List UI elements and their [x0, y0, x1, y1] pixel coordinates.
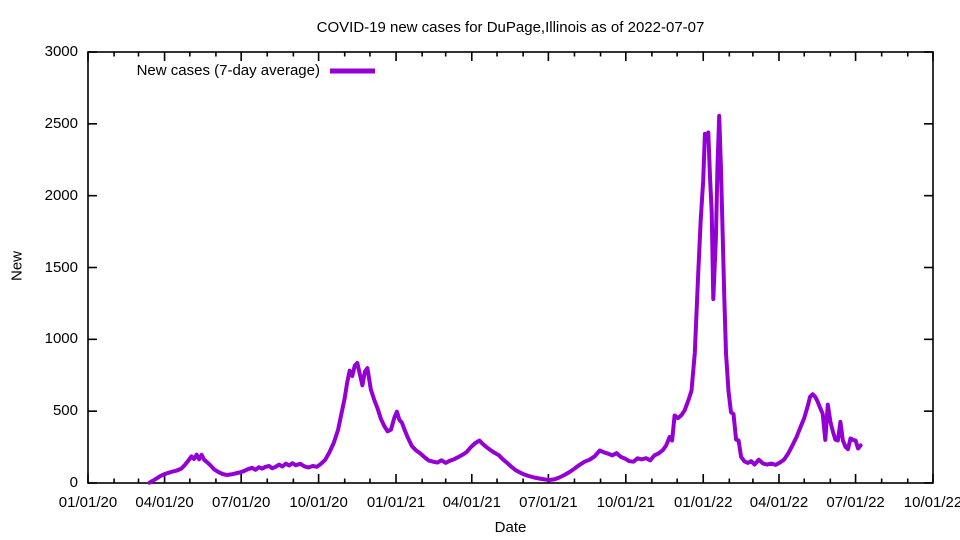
- x-tick-label: 04/01/22: [749, 494, 809, 511]
- x-tick-label: 10/01/21: [596, 494, 655, 511]
- y-tick-label: 500: [52, 402, 78, 420]
- x-tick-label: 04/01/21: [442, 494, 501, 511]
- data-line: [147, 113, 863, 485]
- x-tick-label: 10/01/22: [903, 494, 960, 511]
- plot-border: [87, 51, 934, 484]
- x-tick-label: 07/01/20: [211, 494, 271, 511]
- x-tick-label: 01/01/20: [58, 494, 118, 511]
- x-axis-title: Date: [494, 519, 527, 536]
- x-tick-label: 07/01/22: [826, 494, 885, 511]
- x-tick-label: 01/01/21: [366, 494, 426, 511]
- x-tick-label: 01/01/22: [674, 494, 733, 511]
- legend-label: New cases (7-day average): [136, 62, 320, 79]
- x-tick-label: 07/01/21: [519, 494, 578, 511]
- y-tick-label: 3000: [44, 43, 78, 60]
- y-tick-label: 1000: [44, 330, 78, 348]
- x-tick-label: 04/01/20: [135, 494, 194, 511]
- y-tick-label: 2000: [44, 186, 78, 204]
- y-tick-label: 1500: [44, 258, 78, 276]
- x-tick-label: 10/01/20: [289, 494, 348, 511]
- y-tick-label: 0: [69, 474, 78, 491]
- y-tick-label: 2500: [44, 114, 78, 132]
- chart-title: COVID-19 new cases for DuPage,Illinois a…: [316, 19, 705, 36]
